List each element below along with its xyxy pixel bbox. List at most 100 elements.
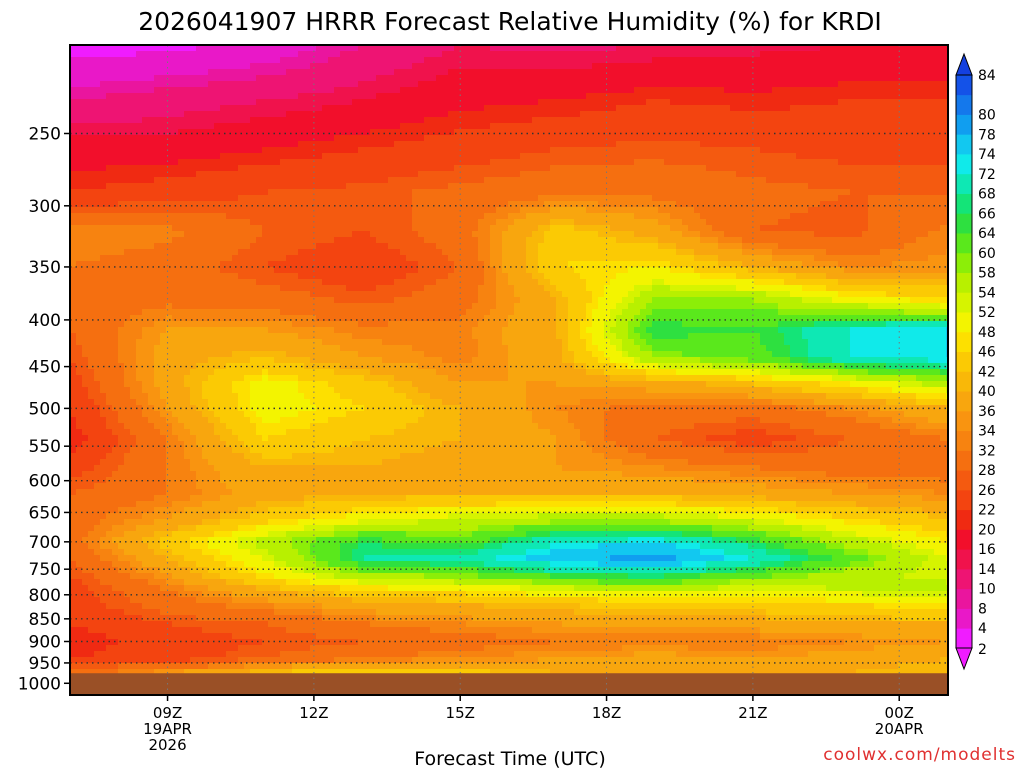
heatmap-cell — [412, 213, 419, 220]
heatmap-cell — [220, 243, 227, 250]
heatmap-cell — [586, 237, 593, 244]
heatmap-cell — [736, 201, 743, 208]
heatmap-cell — [700, 201, 707, 208]
heatmap-cell — [832, 63, 839, 70]
heatmap-cell — [274, 81, 281, 88]
heatmap-cell — [562, 75, 569, 82]
heatmap-cell — [418, 117, 425, 124]
heatmap-cell — [316, 231, 323, 238]
heatmap-cell — [784, 195, 791, 202]
heatmap-cell — [664, 177, 671, 184]
heatmap-cell — [358, 141, 365, 148]
heatmap-cell — [682, 147, 689, 154]
heatmap-cell — [172, 135, 179, 142]
heatmap-cell — [562, 153, 569, 160]
heatmap-cell — [844, 135, 851, 142]
heatmap-cell — [910, 69, 917, 76]
heatmap-cell — [238, 153, 245, 160]
heatmap-cell — [76, 177, 83, 184]
heatmap-cell — [502, 93, 509, 100]
heatmap-cell — [736, 111, 743, 118]
heatmap-cell — [622, 81, 629, 88]
heatmap-cell — [916, 141, 923, 148]
heatmap-cell — [106, 153, 113, 160]
heatmap-cell — [436, 105, 443, 112]
heatmap-cell — [178, 153, 185, 160]
heatmap-cell — [838, 153, 845, 160]
heatmap-cell — [820, 123, 827, 130]
heatmap-cell — [226, 105, 233, 112]
heatmap-cell — [382, 219, 389, 226]
heatmap-cell — [934, 207, 941, 214]
heatmap-cell — [826, 81, 833, 88]
heatmap-cell — [586, 93, 593, 100]
heatmap-cell — [736, 207, 743, 214]
heatmap-cell — [748, 117, 755, 124]
heatmap-cell — [244, 237, 251, 244]
heatmap-cell — [238, 219, 245, 226]
heatmap-cell — [562, 141, 569, 148]
heatmap-cell — [568, 123, 575, 130]
heatmap-cell — [778, 195, 785, 202]
heatmap-cell — [292, 153, 299, 160]
heatmap-cell — [94, 57, 101, 64]
heatmap-cell — [202, 129, 209, 136]
heatmap-cell — [862, 129, 869, 136]
heatmap-cell — [226, 147, 233, 154]
heatmap-cell — [760, 141, 767, 148]
heatmap-cell — [760, 207, 767, 214]
heatmap-cell — [916, 81, 923, 88]
heatmap-cell — [628, 81, 635, 88]
heatmap-cell — [526, 177, 533, 184]
heatmap-cell — [400, 99, 407, 106]
heatmap-cell — [376, 243, 383, 250]
heatmap-cell — [112, 57, 119, 64]
heatmap-cell — [166, 117, 173, 124]
heatmap-cell — [142, 81, 149, 88]
heatmap-cell — [862, 123, 869, 130]
heatmap-cell — [364, 63, 371, 70]
heatmap-cell — [184, 51, 191, 58]
heatmap-cell — [616, 171, 623, 178]
heatmap-cell — [928, 183, 935, 190]
heatmap-cell — [412, 63, 419, 70]
heatmap-cell — [394, 129, 401, 136]
heatmap-cell — [586, 105, 593, 112]
heatmap-cell — [88, 99, 95, 106]
heatmap-cell — [286, 69, 293, 76]
heatmap-cell — [310, 93, 317, 100]
heatmap-cell — [370, 63, 377, 70]
heatmap-cell — [88, 93, 95, 100]
heatmap-cell — [226, 123, 233, 130]
heatmap-cell — [796, 75, 803, 82]
heatmap-cell — [88, 207, 95, 214]
heatmap-cell — [766, 225, 773, 232]
heatmap-cell — [928, 195, 935, 202]
heatmap-cell — [250, 201, 257, 208]
heatmap-cell — [538, 87, 545, 94]
heatmap-cell — [880, 87, 887, 94]
heatmap-cell — [556, 129, 563, 136]
heatmap-cell — [412, 51, 419, 58]
heatmap-cell — [616, 195, 623, 202]
heatmap-cell — [310, 225, 317, 232]
heatmap-cell — [304, 105, 311, 112]
heatmap-cell — [742, 141, 749, 148]
heatmap-cell — [430, 63, 437, 70]
heatmap-cell — [640, 243, 647, 250]
heatmap-cell — [550, 123, 557, 130]
heatmap-cell — [232, 87, 239, 94]
heatmap-cell — [142, 207, 149, 214]
heatmap-cell — [370, 57, 377, 64]
heatmap-cell — [778, 225, 785, 232]
heatmap-cell — [370, 219, 377, 226]
heatmap-cell — [118, 147, 125, 154]
heatmap-cell — [460, 111, 467, 118]
heatmap-cell — [76, 69, 83, 76]
heatmap-cell — [298, 183, 305, 190]
heatmap-cell — [688, 219, 695, 226]
heatmap-cell — [100, 111, 107, 118]
heatmap-cell — [688, 63, 695, 70]
heatmap-cell — [586, 219, 593, 226]
heatmap-cell — [454, 171, 461, 178]
